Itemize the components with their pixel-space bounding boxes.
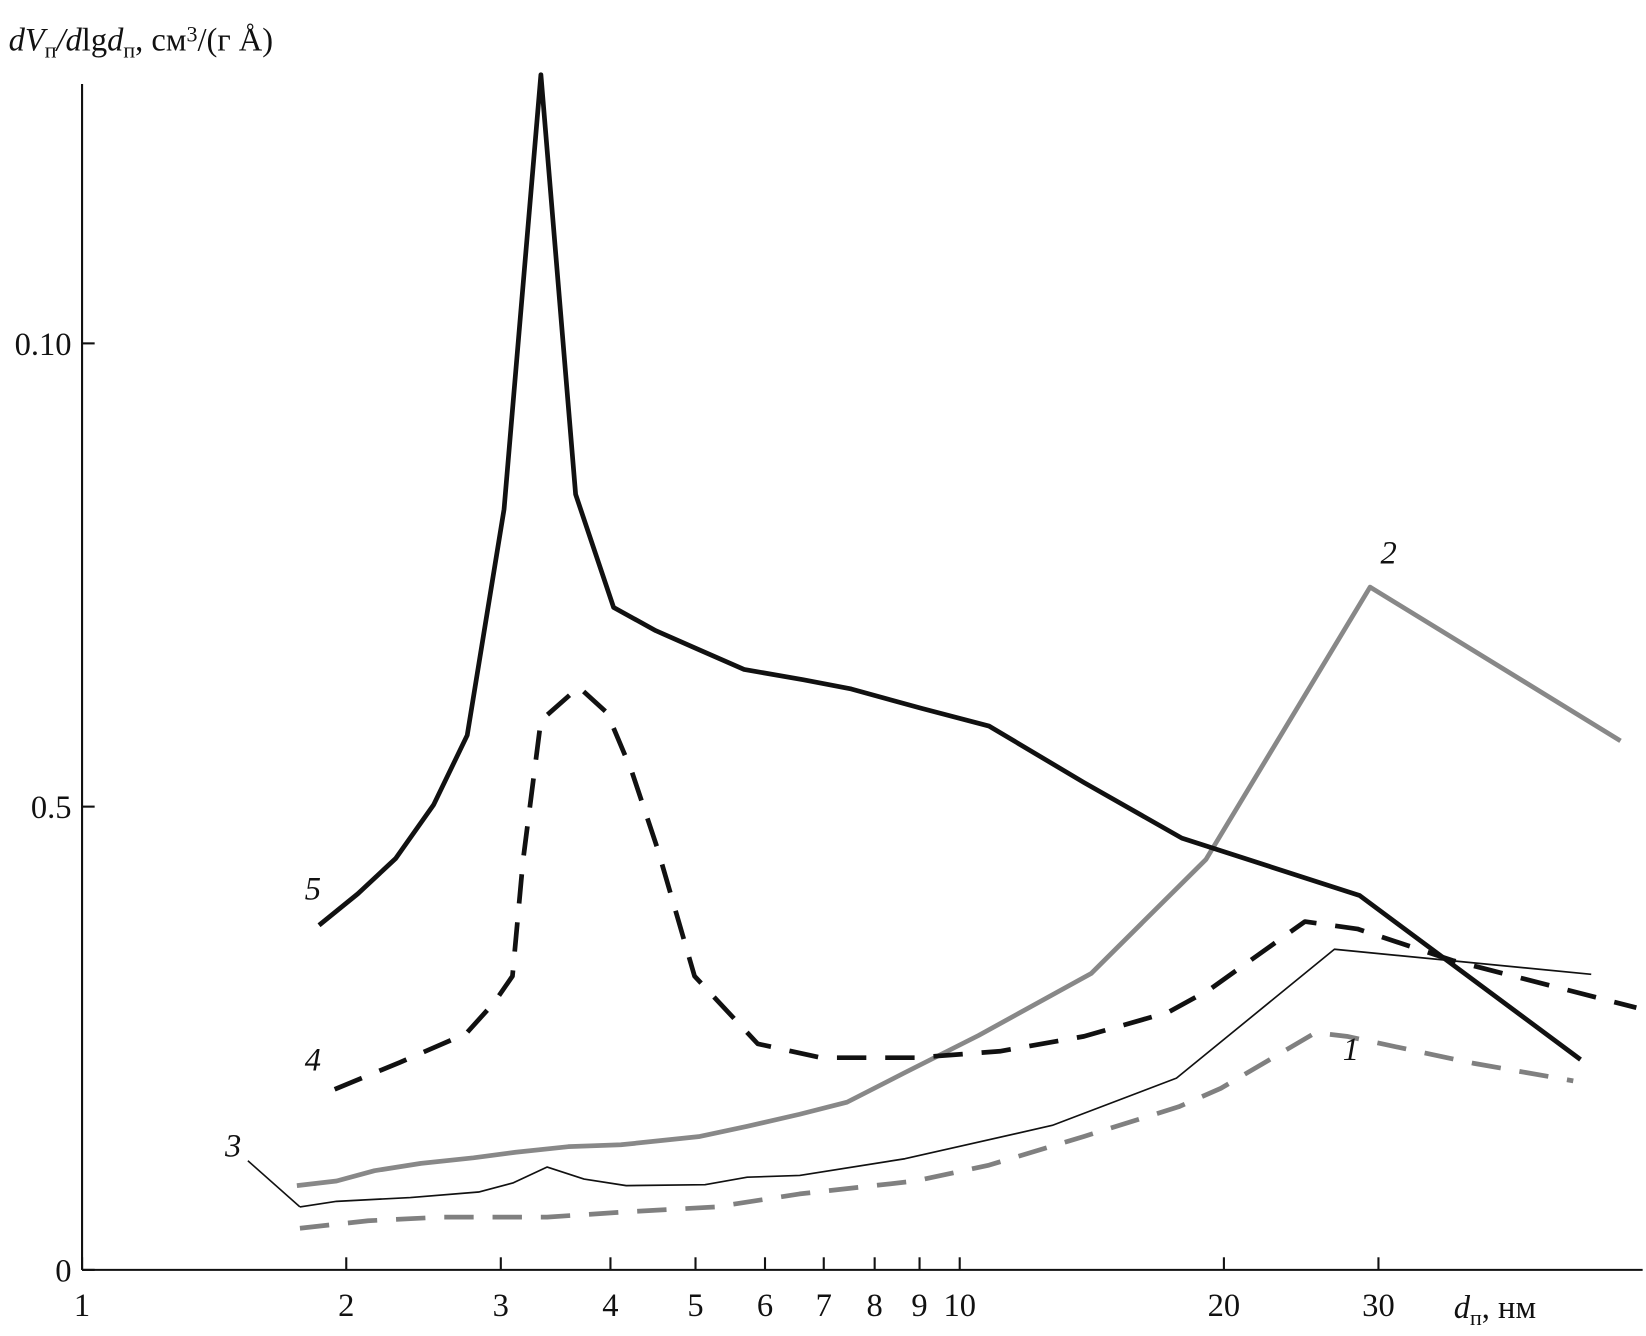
leader-line: [247, 1160, 301, 1208]
series-label: 1: [1343, 1032, 1359, 1068]
x-tick-label: 3: [493, 1288, 509, 1324]
series-label: 3: [224, 1129, 241, 1165]
label-part: /d: [55, 22, 83, 58]
series-label: 4: [305, 1042, 321, 1078]
x-tick-label: 1: [74, 1288, 90, 1324]
label-part: d: [107, 22, 124, 58]
series-line: [296, 584, 1622, 1188]
series-line: [299, 1030, 1574, 1231]
x-tick-label: 30: [1362, 1288, 1395, 1324]
y-tick-label: 0.10: [15, 327, 72, 363]
series-label: 5: [305, 871, 321, 907]
x-tick-label: 5: [687, 1288, 703, 1324]
x-axis-label: dп, нм: [1454, 1290, 1536, 1330]
x-tick-label: 6: [757, 1288, 773, 1324]
label-part: dV: [9, 22, 48, 58]
x-tick-label: 20: [1208, 1288, 1241, 1324]
series-label: 2: [1381, 536, 1397, 572]
y-tick-label: 0.5: [31, 790, 72, 826]
x-tick-label: 10: [943, 1288, 976, 1324]
x-tick-label: 9: [911, 1288, 927, 1324]
y-axis-label: dVп/dlgdп, см3/(г Å): [9, 22, 274, 62]
x-tick-label: 2: [338, 1288, 354, 1324]
label-part: п: [45, 37, 57, 62]
label-part: d: [1454, 1290, 1471, 1326]
label-part: п: [1470, 1305, 1482, 1330]
label-part: п: [123, 37, 135, 62]
label-part: , см: [135, 22, 186, 58]
x-tick-label: 8: [867, 1288, 883, 1324]
y-tick-label: 0: [55, 1253, 71, 1289]
label-part: , нм: [1482, 1290, 1536, 1326]
label-part: /(г Å): [197, 22, 273, 58]
label-part: lg: [82, 22, 107, 58]
label-part: 3: [186, 22, 197, 47]
series-line: [299, 948, 1592, 1208]
series-line: [333, 684, 1637, 1092]
x-tick-label: 4: [602, 1288, 618, 1324]
series-line: [317, 72, 1582, 1062]
x-tick-label: 7: [816, 1288, 832, 1324]
